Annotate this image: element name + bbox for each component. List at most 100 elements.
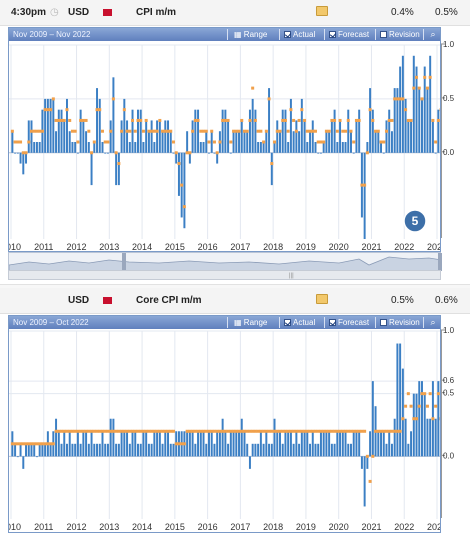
actual-bar xyxy=(14,443,17,457)
revision-toggle[interactable]: Revision xyxy=(377,29,423,40)
folder-icon[interactable] xyxy=(316,6,328,16)
actual-bar xyxy=(317,152,320,154)
revision-toggle[interactable]: Revision xyxy=(377,317,423,328)
flag-icon xyxy=(103,9,112,16)
forecast-marker xyxy=(185,151,189,155)
forecast-marker xyxy=(196,118,200,122)
actual-bar xyxy=(262,443,265,457)
forecast-marker xyxy=(95,429,99,433)
toolbar-divider xyxy=(324,29,325,40)
range-navigator[interactable] xyxy=(8,252,443,272)
x-tick-label: 2019 xyxy=(296,242,316,252)
actual-bar xyxy=(311,431,314,457)
forecast-marker xyxy=(27,442,31,446)
forecast-marker xyxy=(294,129,298,133)
event-info-row[interactable]: USD Core CPI m/m 0.5% 0.6% xyxy=(0,288,470,314)
actual-bar xyxy=(273,142,276,153)
forecast-marker xyxy=(289,108,293,112)
forecast-marker xyxy=(180,183,184,187)
actual-bar xyxy=(167,431,170,457)
actual-bar xyxy=(221,109,224,153)
actual-bar xyxy=(366,142,369,153)
range-button[interactable]: ▦ Range xyxy=(231,29,270,40)
actual-bar xyxy=(109,418,112,457)
forecast-marker xyxy=(341,429,345,433)
forecast-marker xyxy=(103,140,107,144)
forecast-marker xyxy=(204,129,208,133)
actual-bar xyxy=(292,443,295,457)
core-cpi-panel: USD Core CPI m/m 0.5% 0.6% Nov 2009 – Oc… xyxy=(0,288,470,535)
forecast-marker xyxy=(16,140,20,144)
chart-frame: Nov 2009 – Oct 2022 ▦ Range Actual Forec… xyxy=(8,315,451,533)
y-tick-label: 1.0 xyxy=(443,326,455,335)
folder-icon[interactable] xyxy=(316,294,328,304)
actual-bar xyxy=(235,431,238,457)
forecast-marker xyxy=(171,429,175,433)
forecast-marker xyxy=(79,429,83,433)
x-tick-label: 2010 xyxy=(9,522,21,532)
actual-bar xyxy=(396,88,399,153)
forecast-marker xyxy=(49,442,53,446)
actual-bar xyxy=(194,109,197,153)
actual-bar xyxy=(355,431,358,457)
actual-bar xyxy=(418,381,421,457)
actual-bar xyxy=(328,131,331,153)
revision-label: Revision xyxy=(389,30,420,39)
forecast-marker xyxy=(379,429,383,433)
actual-bar xyxy=(393,88,396,153)
forecast-marker xyxy=(24,151,28,155)
actual-bar xyxy=(221,418,224,457)
actual-bar xyxy=(243,431,246,457)
forecast-marker xyxy=(270,162,274,166)
cpi-bar-chart: 2010 2011 2012 2013 2014 2015 2016 2017 2018 2019… xyxy=(9,44,440,252)
forecast-toggle[interactable]: Forecast xyxy=(326,317,372,328)
search-icon[interactable]: ⌕ xyxy=(430,29,436,39)
actual-bar xyxy=(63,431,66,457)
horizontal-scrollbar[interactable]: ||| xyxy=(8,270,441,280)
forecast-marker xyxy=(395,97,399,101)
event-name[interactable]: CPI m/m xyxy=(136,7,177,18)
forecast-toggle[interactable]: Forecast xyxy=(326,29,372,40)
forecast-marker xyxy=(106,429,110,433)
forecast-marker xyxy=(305,129,309,133)
event-name[interactable]: Core CPI m/m xyxy=(136,295,202,306)
forecast-marker xyxy=(100,429,104,433)
forecast-marker xyxy=(283,118,287,122)
forecast-marker xyxy=(303,118,307,122)
actual-bar xyxy=(35,142,38,153)
forecast-marker xyxy=(237,129,241,133)
forecast-marker xyxy=(256,129,260,133)
actual-bar xyxy=(191,431,194,457)
forecast-marker xyxy=(316,429,320,433)
toolbar-divider xyxy=(227,317,228,328)
forecast-marker xyxy=(68,118,72,122)
search-icon[interactable]: ⌕ xyxy=(430,317,436,327)
zoom-out-icon[interactable]: − xyxy=(445,29,451,39)
forecast-marker xyxy=(248,429,252,433)
range-label: Range xyxy=(243,30,268,39)
actual-bar xyxy=(265,431,268,457)
forecast-marker xyxy=(19,140,23,144)
forecast-marker xyxy=(431,417,435,421)
x-tick-label: 2019 xyxy=(296,522,316,532)
actual-bar xyxy=(197,109,200,153)
x-tick-label: 2017 xyxy=(230,522,250,532)
range-button[interactable]: ▦ Range xyxy=(231,317,270,328)
actual-bar xyxy=(167,120,170,153)
forecast-marker xyxy=(54,118,58,122)
forecast-marker xyxy=(27,140,31,144)
event-info-row[interactable]: 4:30pm ◷ USD CPI m/m 0.4% 0.5% xyxy=(0,0,470,26)
actual-bar xyxy=(298,443,301,457)
forecast-marker xyxy=(286,429,290,433)
zoom-out-icon[interactable]: − xyxy=(445,317,451,327)
forecast-marker xyxy=(365,454,369,458)
forecast-marker xyxy=(352,429,356,433)
actual-toggle[interactable]: Actual xyxy=(281,317,318,328)
forecast-marker xyxy=(207,140,211,144)
actual-bar xyxy=(188,152,191,164)
forecast-marker xyxy=(43,442,47,446)
actual-bar xyxy=(85,131,88,153)
actual-toggle[interactable]: Actual xyxy=(281,29,318,40)
forecast-marker xyxy=(360,183,364,187)
actual-bar xyxy=(235,131,238,153)
